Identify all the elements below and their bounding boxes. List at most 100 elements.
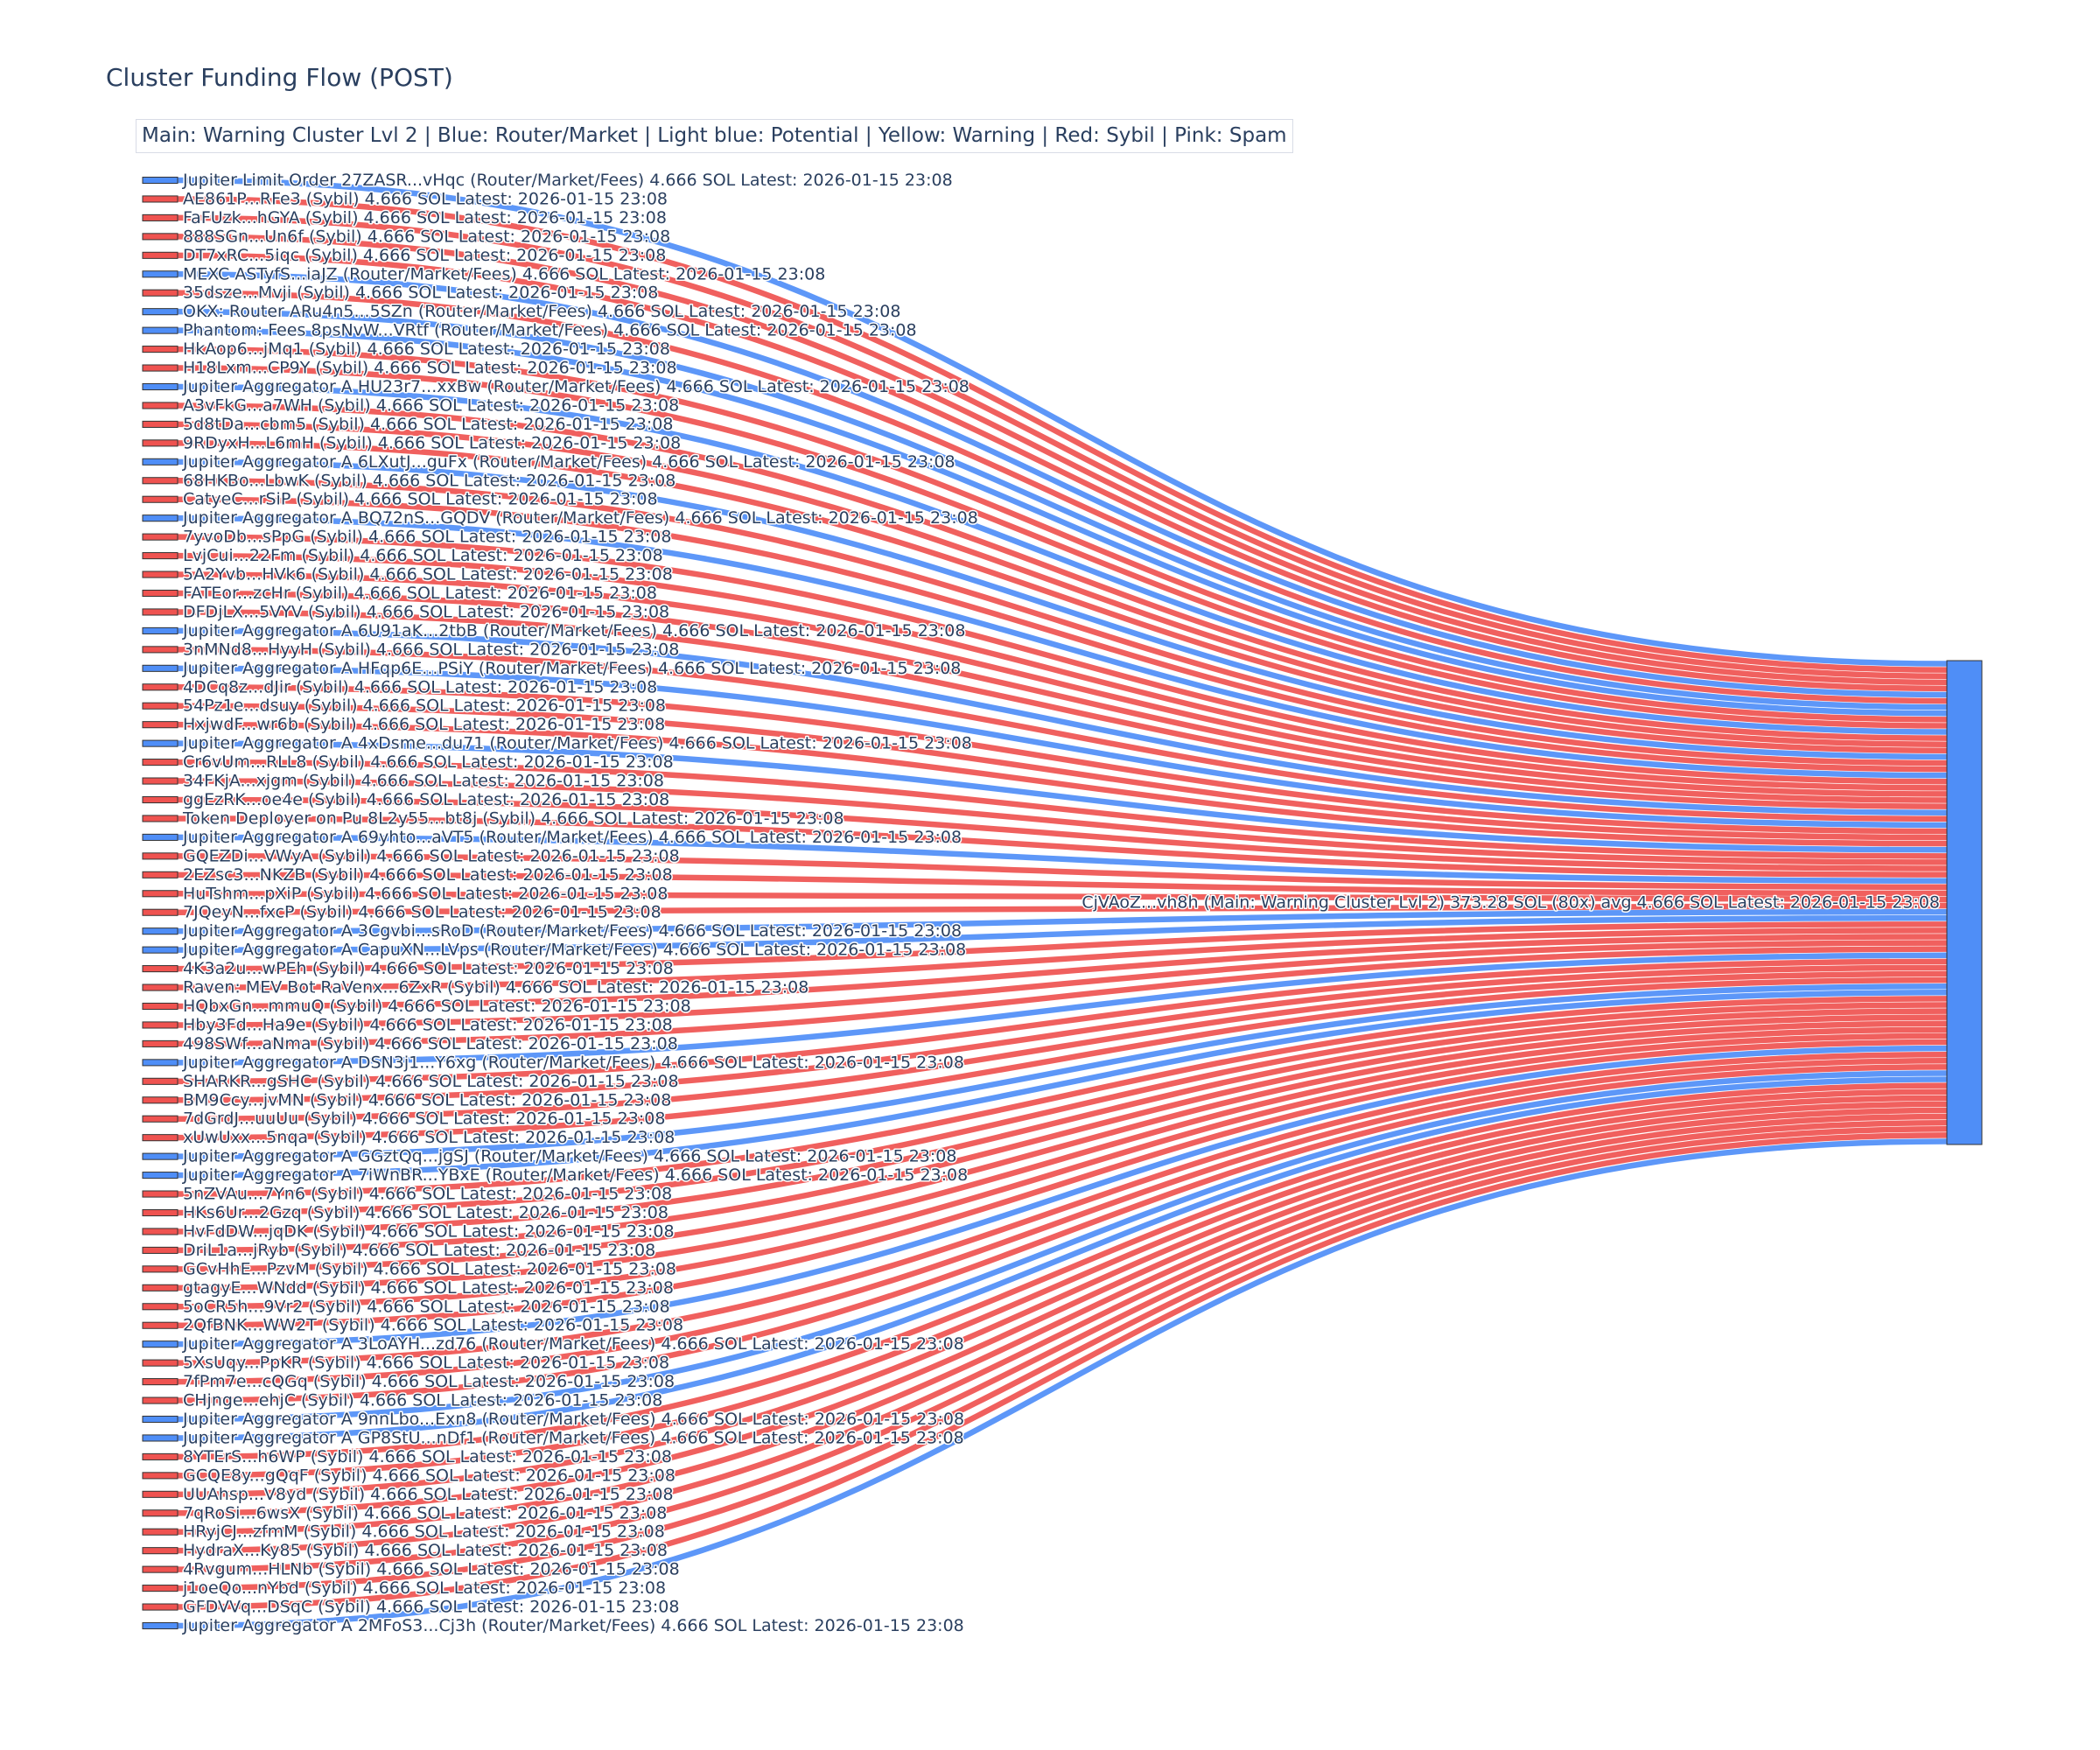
flow-link[interactable]: [177, 958, 1948, 1085]
source-node[interactable]: [142, 458, 178, 466]
flow-link[interactable]: [177, 1051, 1948, 1366]
source-node[interactable]: [142, 589, 178, 598]
flow-link[interactable]: [177, 196, 1948, 673]
flow-link[interactable]: [177, 647, 1948, 822]
flow-link[interactable]: [177, 1138, 1948, 1629]
source-node[interactable]: [142, 1621, 178, 1630]
flow-link[interactable]: [177, 1032, 1948, 1310]
source-node[interactable]: [142, 1490, 178, 1498]
flow-link[interactable]: [177, 921, 1948, 972]
flow-link[interactable]: [177, 721, 1948, 847]
source-node[interactable]: [142, 890, 178, 898]
source-node[interactable]: [142, 533, 178, 541]
flow-link[interactable]: [177, 421, 1948, 747]
source-node[interactable]: [142, 626, 178, 634]
source-node[interactable]: [142, 1434, 178, 1442]
flow-link[interactable]: [177, 514, 1948, 779]
flow-link[interactable]: [177, 1101, 1948, 1516]
source-node[interactable]: [142, 965, 178, 973]
source-node[interactable]: [142, 1246, 178, 1254]
flow-link[interactable]: [177, 346, 1948, 723]
source-node[interactable]: [142, 852, 178, 860]
flow-link[interactable]: [177, 1082, 1948, 1460]
source-node[interactable]: [142, 1547, 178, 1555]
source-node[interactable]: [142, 1472, 178, 1480]
source-node[interactable]: [142, 1021, 178, 1029]
flow-link[interactable]: [177, 609, 1948, 809]
flow-link[interactable]: [177, 964, 1948, 1103]
flow-link[interactable]: [177, 478, 1948, 766]
flow-link[interactable]: [177, 271, 1948, 698]
source-node[interactable]: [142, 815, 178, 822]
flow-link[interactable]: [177, 365, 1948, 729]
source-node[interactable]: [142, 1190, 178, 1198]
source-node[interactable]: [142, 683, 178, 691]
source-node[interactable]: [142, 946, 178, 954]
flow-link[interactable]: [177, 853, 1948, 891]
flow-link[interactable]: [177, 534, 1948, 785]
source-node[interactable]: [142, 1603, 178, 1611]
source-node[interactable]: [142, 1002, 178, 1011]
source-node[interactable]: [142, 514, 178, 522]
source-node[interactable]: [142, 1284, 178, 1292]
flow-link[interactable]: [177, 552, 1948, 791]
source-node[interactable]: [142, 346, 178, 354]
source-node[interactable]: [142, 1452, 178, 1460]
source-node[interactable]: [142, 1172, 178, 1180]
flow-link[interactable]: [177, 902, 1948, 915]
source-node[interactable]: [142, 1059, 178, 1067]
flow-link[interactable]: [177, 990, 1948, 1179]
flow-link[interactable]: [177, 177, 1948, 667]
flow-link[interactable]: [177, 440, 1948, 754]
source-node[interactable]: [142, 739, 178, 747]
flow-link[interactable]: [177, 383, 1948, 735]
source-node[interactable]: [142, 195, 178, 203]
flow-link[interactable]: [177, 684, 1948, 835]
source-node[interactable]: [142, 1396, 178, 1404]
source-node[interactable]: [142, 402, 178, 410]
source-node[interactable]: [142, 439, 178, 447]
flow-link[interactable]: [177, 928, 1948, 990]
flow-link[interactable]: [177, 1070, 1948, 1423]
flow-link[interactable]: [177, 571, 1948, 797]
source-node[interactable]: [142, 1415, 178, 1424]
source-node[interactable]: [142, 1096, 178, 1104]
source-node[interactable]: [142, 1134, 178, 1142]
flow-link[interactable]: [177, 214, 1948, 679]
source-node[interactable]: [142, 1228, 178, 1236]
flow-link[interactable]: [177, 834, 1948, 884]
flow-link[interactable]: [177, 590, 1948, 803]
flow-link[interactable]: [177, 458, 1948, 760]
source-node[interactable]: [142, 233, 178, 241]
flow-link[interactable]: [177, 1126, 1948, 1592]
flow-link[interactable]: [177, 778, 1948, 865]
flow-link[interactable]: [177, 796, 1948, 872]
flow-link[interactable]: [177, 759, 1948, 859]
source-node[interactable]: [142, 721, 178, 729]
flow-link[interactable]: [177, 1064, 1948, 1404]
flow-link[interactable]: [177, 976, 1948, 1141]
source-node[interactable]: [142, 1359, 178, 1367]
flow-link[interactable]: [177, 703, 1948, 841]
source-node[interactable]: [142, 251, 178, 259]
flow-link[interactable]: [177, 1026, 1948, 1292]
flow-link[interactable]: [177, 996, 1948, 1197]
flow-link[interactable]: [177, 1113, 1948, 1554]
source-node[interactable]: [142, 176, 178, 185]
flow-link[interactable]: [177, 1095, 1948, 1498]
source-node[interactable]: [142, 777, 178, 785]
source-node[interactable]: [142, 289, 178, 297]
flow-link[interactable]: [177, 496, 1948, 773]
flow-link[interactable]: [177, 402, 1948, 741]
source-node[interactable]: [142, 1265, 178, 1273]
flow-link[interactable]: [177, 1088, 1948, 1479]
flow-link[interactable]: [177, 1039, 1948, 1328]
flow-link[interactable]: [177, 970, 1948, 1122]
flow-link[interactable]: [177, 891, 1948, 903]
flow-link[interactable]: [177, 914, 1948, 953]
source-node[interactable]: [142, 495, 178, 503]
source-node[interactable]: [142, 420, 178, 428]
source-node[interactable]: [142, 1565, 178, 1573]
flow-link[interactable]: [177, 1002, 1948, 1216]
flow-link[interactable]: [177, 740, 1948, 853]
